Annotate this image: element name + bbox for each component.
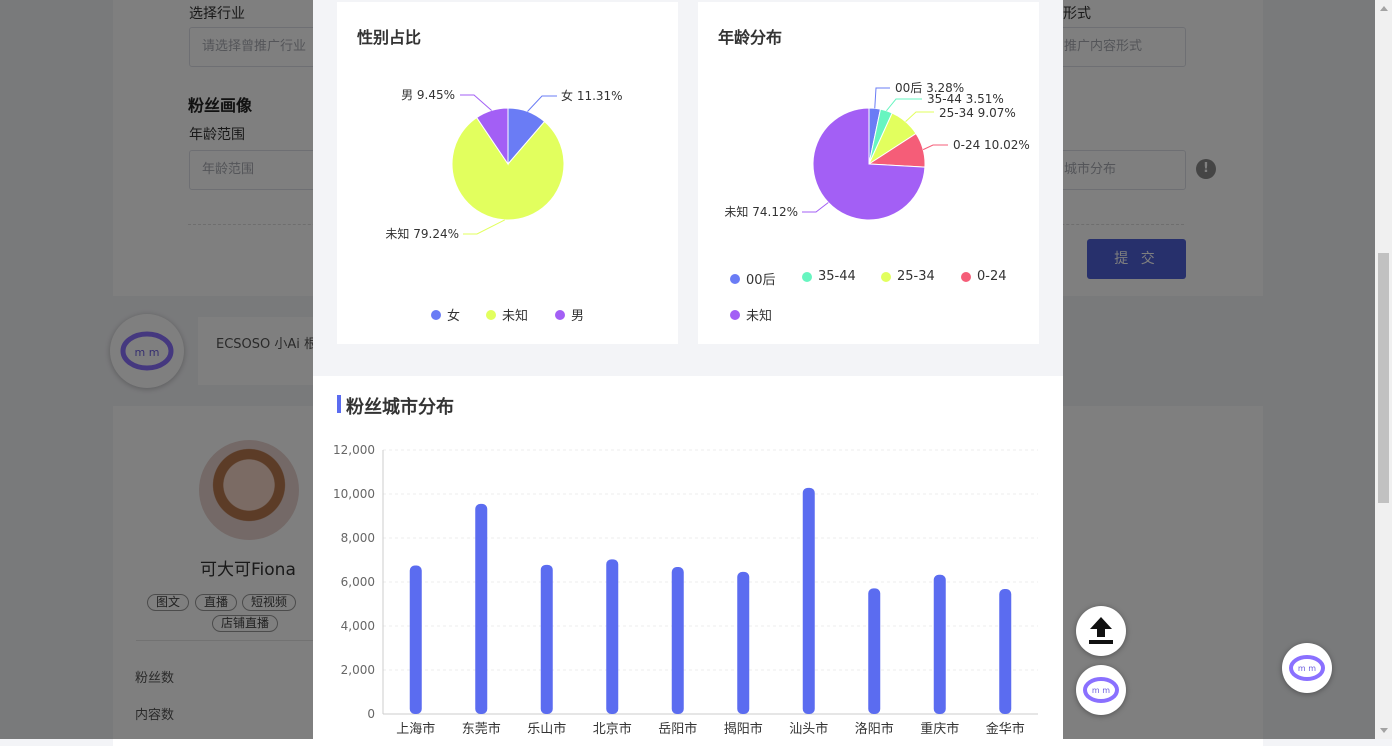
city-title-accent [337,395,341,413]
scrollbar-thumb[interactable] [1378,253,1389,503]
age-distribution-card: 年龄分布 00后 3.28% 35-44 3.51% 25-34 9.07% 0-24… [698,2,1039,344]
x-tick-label: 洛阳市 [855,721,894,737]
age-distribution-title: 年龄分布 [718,28,783,47]
pie-label-3: 0-24 10.02% [953,138,1030,152]
pie-leader-line-2 [460,94,492,111]
svg-text:m m: m m [1298,664,1316,673]
legend-0-24-label: 0-24 [977,269,1007,284]
gender-pie-chart: 女 11.31% 未知 79.24% 男 9.45% [385,88,623,241]
legend-male[interactable]: 男 [555,305,584,324]
x-tick-label: 岳阳市 [658,721,697,737]
pie-leader-line-1 [463,219,505,235]
x-tick-label: 揭阳市 [724,721,763,737]
pie-slice-1[interactable] [451,116,565,221]
pie-leader-line-3 [922,144,948,151]
gender-ratio-card: 性别占比 女 11.31% 未知 79.24% 男 9.45% 女 未知 男 [337,2,678,344]
city-distribution-title: 粉丝城市分布 [346,397,454,418]
pie-label-2: 男 9.45% [401,88,455,102]
legend-25-34-label: 25-34 [897,269,935,284]
legend-female-label: 女 [447,309,461,324]
fan-analysis-modal: 性别占比 女 11.31% 未知 79.24% 男 9.45% 女 未知 男 年龄分… [313,0,1063,739]
legend-00s-label: 00后 [746,273,776,288]
legend-unknown[interactable]: 未知 [486,305,528,324]
pie-leader-line-0 [527,95,557,112]
y-tick-label: 2,000 [341,663,375,677]
legend-0-24-dot [961,271,971,282]
pie-leader-line-0 [874,87,890,109]
pie-label-1: 未知 79.24% [385,227,459,241]
bar-揭阳市[interactable] [737,571,750,714]
legend-unknown-dot [486,309,496,320]
legend-35-44-dot [802,271,812,282]
y-tick-label: 8,000 [341,531,375,545]
legend-25-34-dot [881,271,891,282]
pie-leader-line-4 [802,202,829,213]
legend-35-44[interactable]: 35-44 [802,269,856,284]
x-tick-label: 东莞市 [462,721,501,737]
y-tick-label: 6,000 [341,575,375,589]
age-pie-chart: 00后 3.28%35-44 3.51%25-34 9.07% 0-24 10.0… [724,81,1030,221]
pie-label-1: 35-44 3.51% [927,92,1004,106]
x-tick-label: 金华市 [986,721,1025,737]
upload-icon [1089,617,1113,644]
legend-unknown-label: 未知 [502,309,529,324]
bar-金华市[interactable] [999,589,1012,714]
legend-unknown-age[interactable]: 未知 [730,305,772,324]
bar-汕头市[interactable] [802,487,815,714]
scroll-up-icon[interactable] [1380,6,1388,11]
bar-北京市[interactable] [606,559,619,714]
bar-乐山市[interactable] [540,564,553,714]
bar-东莞市[interactable] [475,503,488,714]
assistant-logo-icon: m m [1289,655,1325,681]
city-bar-chart: 0 2,000 4,000 6,000 8,000 10,000 12,000 上海市 东莞市 乐… [333,443,1038,737]
legend-unknown-age-label: 未知 [746,309,773,324]
bar-洛阳市[interactable] [868,588,881,714]
x-tick-label: 汕头市 [789,721,828,737]
x-tick-label: 上海市 [396,721,435,737]
legend-female[interactable]: 女 [431,305,460,324]
x-tick-label: 乐山市 [527,721,566,737]
legend-25-34[interactable]: 25-34 [881,269,935,284]
legend-35-44-label: 35-44 [818,269,856,284]
city-distribution-card: 粉丝城市分布 0 2,000 4,000 6,000 8,000 10,000 12,000… [313,376,1063,739]
legend-male-dot [555,309,565,320]
upload-button[interactable] [1076,606,1126,656]
pie-leader-line-2 [905,111,934,122]
legend-00s-dot [730,273,740,284]
assistant-logo-icon: m m [1083,677,1119,703]
y-tick-label: 4,000 [341,619,375,633]
svg-text:m m: m m [1092,686,1110,695]
pie-label-2: 25-34 9.07% [939,106,1016,120]
pie-label-0: 00后 3.28% [895,81,964,95]
bar-岳阳市[interactable] [671,567,684,714]
assistant-chat-button[interactable]: m m [1282,643,1332,693]
legend-00s[interactable]: 00后 [730,269,776,288]
legend-0-24[interactable]: 0-24 [961,269,1007,284]
y-tick-label: 10,000 [333,487,375,501]
pie-slice-2[interactable] [475,107,509,166]
x-tick-label: 北京市 [593,721,632,737]
legend-female-dot [431,309,441,320]
pie-label-0: 女 11.31% [561,88,623,103]
legend-male-label: 男 [571,309,585,324]
scroll-down-icon[interactable] [1380,728,1388,733]
bar-上海市[interactable] [409,565,422,715]
x-tick-label: 重庆市 [920,721,959,737]
gender-ratio-title: 性别占比 [357,28,422,47]
y-tick-label: 12,000 [333,443,375,457]
legend-unknown-age-dot [730,309,740,320]
y-tick-label: 0 [367,707,375,721]
pie-leader-line-1 [886,98,922,112]
pie-label-4: 未知 74.12% [724,205,798,219]
assistant-button[interactable]: m m [1076,665,1126,715]
bar-重庆市[interactable] [933,574,946,714]
